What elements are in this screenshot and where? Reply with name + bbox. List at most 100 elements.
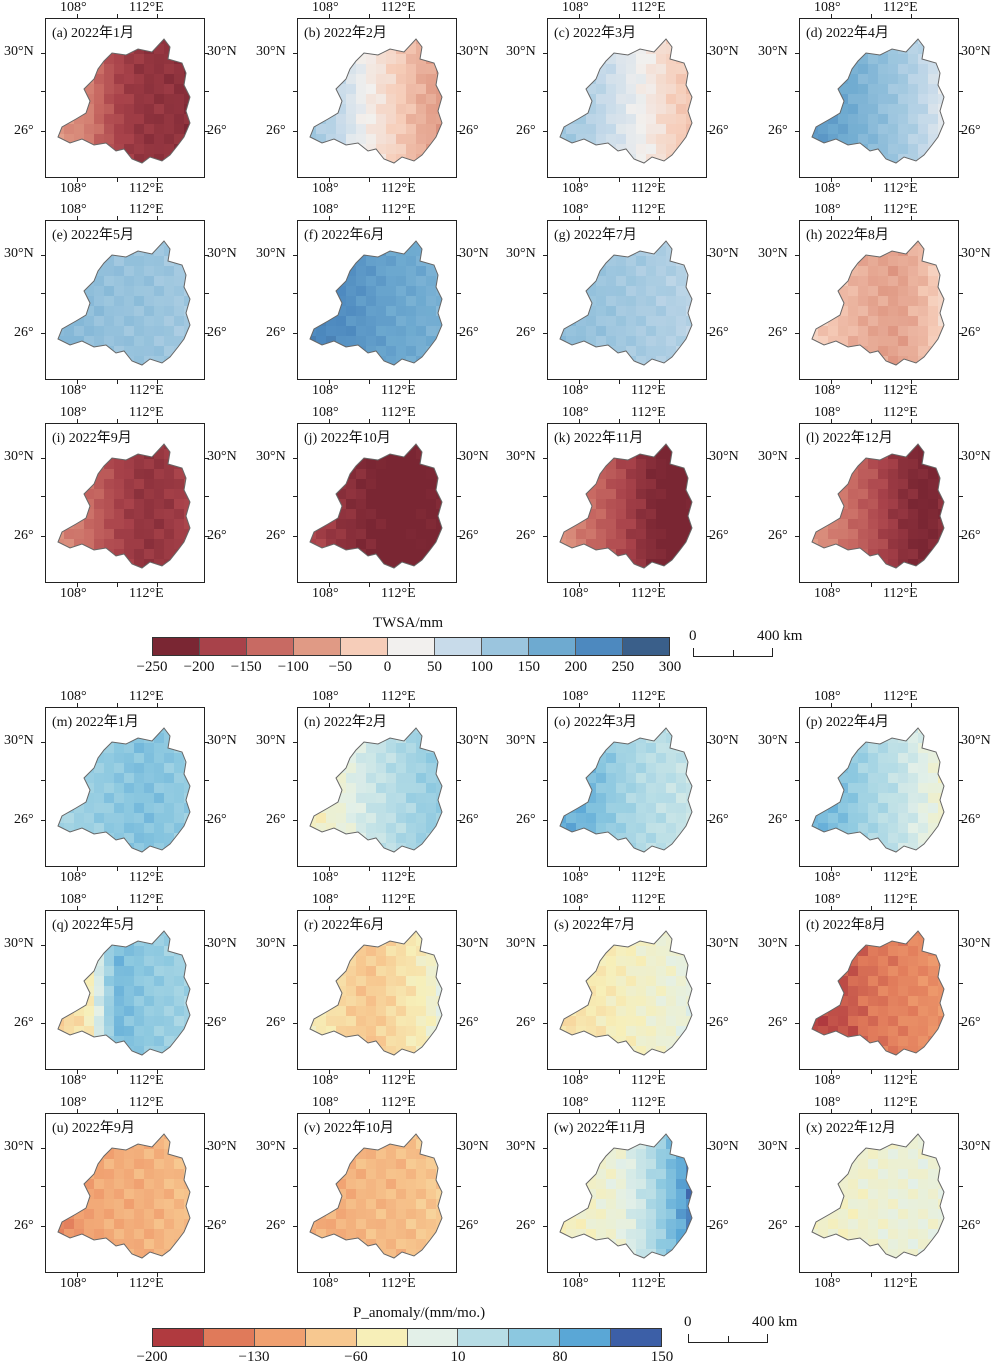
grid-cell [848, 803, 859, 814]
grid-cell [104, 529, 115, 540]
grid-cell [898, 1036, 909, 1047]
grid-cell [676, 449, 687, 460]
region-map [811, 240, 945, 366]
grid-cell [194, 366, 205, 377]
grid-cell [174, 549, 185, 560]
grid-cell [84, 773, 95, 784]
grid-cell [656, 246, 667, 257]
grid-cell [326, 733, 337, 744]
grid-cell [928, 241, 939, 247]
grid-cell [676, 241, 687, 247]
grid-cell [58, 489, 65, 500]
grid-cell [114, 733, 125, 744]
grid-cell [326, 559, 337, 568]
grid-cell [124, 803, 135, 814]
lon-tick-bottom-left: 108° [60, 1276, 87, 1291]
grid-cell [446, 356, 457, 367]
grid-cell [676, 499, 687, 510]
grid-cell [938, 1026, 944, 1037]
grid-cell [386, 266, 397, 277]
grid-cell [144, 94, 155, 105]
lat-tick-right-bottom: 26° [961, 528, 981, 543]
grid-cell [828, 154, 839, 163]
grid-cell [646, 783, 657, 794]
panel-label: (t) 2022年8月 [806, 918, 886, 933]
grid-cell [416, 489, 427, 500]
grid-cell [306, 1259, 317, 1270]
grid-cell [908, 823, 919, 834]
grid-cell [144, 813, 155, 824]
grid-cell [94, 356, 105, 365]
grid-cell [636, 569, 647, 580]
grid-cell [84, 246, 95, 257]
grid-cell [104, 104, 115, 115]
grid-cell [114, 519, 125, 530]
grid-cell [928, 549, 939, 560]
grid-cell [616, 134, 627, 145]
grid-cell [386, 241, 397, 247]
lon-tick-bottom-left: 108° [312, 1276, 339, 1291]
grid-cell [616, 256, 627, 267]
grid-cell [104, 336, 115, 347]
grid-cell [356, 843, 367, 852]
grid-cell [888, 144, 899, 155]
grid-cell [606, 946, 617, 957]
grid-cell [446, 1026, 457, 1037]
grid-cell [868, 449, 879, 460]
grid-cell [918, 539, 929, 550]
grid-cell [812, 1046, 819, 1055]
grid-cell [144, 1134, 155, 1140]
grid-cell [174, 1139, 185, 1150]
lon-tick-top-right: 112°E [381, 405, 416, 420]
grid-cell [878, 306, 889, 317]
grid-cell [54, 569, 65, 580]
grid-cell [310, 936, 317, 947]
region-map [559, 1133, 693, 1259]
grid-cell [164, 529, 175, 540]
grid-cell [74, 366, 85, 377]
grid-cell [858, 763, 869, 774]
grid-cell [134, 956, 145, 967]
grid-cell [184, 996, 190, 1007]
grid-cell [164, 296, 175, 307]
grid-cell [848, 74, 859, 85]
grid-cell [576, 286, 587, 297]
grid-cell [848, 1006, 859, 1017]
grid-cell [566, 256, 577, 267]
grid-cell [84, 346, 95, 357]
grid-cell [606, 256, 617, 267]
grid-cell [194, 529, 205, 540]
grid-cell [346, 1139, 357, 1150]
grid-cell [636, 154, 647, 163]
grid-cell [174, 326, 185, 337]
grid-cell [560, 104, 567, 115]
grid-cell [366, 246, 377, 257]
grid-cell [656, 539, 667, 550]
grid-cell [838, 489, 849, 500]
grid-cell [616, 316, 627, 327]
grid-cell [336, 1169, 347, 1180]
grid-cell [366, 1006, 377, 1017]
grid-cell [686, 256, 692, 267]
grid-cell [416, 114, 427, 125]
grid-cell [406, 843, 417, 852]
grid-cell [898, 996, 909, 1007]
grid-cell [164, 976, 175, 987]
grid-cell [184, 509, 190, 520]
grid-cell [686, 104, 692, 115]
grid-cell [104, 843, 115, 852]
grid-cell [154, 529, 165, 540]
grid-cell [606, 134, 617, 145]
grid-cell [636, 459, 647, 470]
grid-cell [646, 326, 657, 337]
grid-cell [144, 956, 155, 967]
grid-cell [606, 986, 617, 997]
grid-cell [606, 64, 617, 75]
grid-cell [154, 1149, 165, 1160]
grid-cell [406, 1179, 417, 1190]
grid-cell [818, 793, 829, 804]
grid-cell [696, 326, 707, 337]
grid-cell [566, 356, 577, 365]
twsa-panel-5: (e) 2022年5月 108° 112°E 108° 112°E 30°N 26° 30°N… [4, 203, 237, 398]
grid-cell [74, 114, 85, 125]
